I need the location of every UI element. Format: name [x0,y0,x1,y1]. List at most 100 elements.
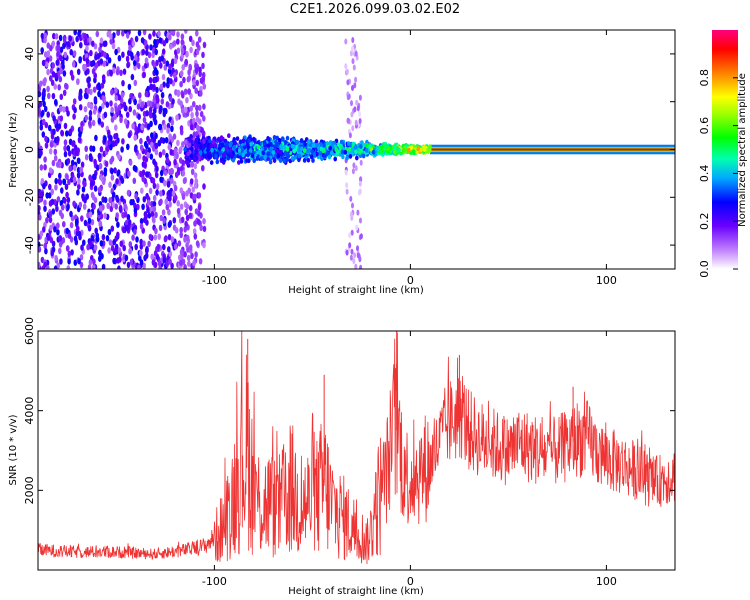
spectrogram-plot-area [38,30,675,269]
signal-cell [208,153,213,159]
noise-cell [192,79,196,86]
noise-cell [81,186,86,193]
noise-cell [190,111,194,119]
noise-cell [164,137,169,144]
noise-cell [61,237,66,244]
noise-cell [151,259,156,266]
signal-cell [275,148,279,154]
noise-cell [139,259,144,266]
noise-cell [56,161,60,168]
noise-cell [58,247,62,255]
noise-cell [195,79,200,87]
noise-cell [94,227,98,234]
signal-cell [271,150,276,156]
noise-cell [60,187,64,194]
noise-cell [169,43,173,50]
noise-cell [109,69,113,77]
noise-cell [179,70,184,77]
noise-cell [133,134,137,141]
noise-cell [131,234,135,241]
noise-cell [43,242,47,250]
noise-cell [161,149,166,156]
noise-cell [130,73,135,81]
noise-cell [147,212,152,219]
signal-cell [358,150,362,155]
noise-cell [140,37,145,44]
signal-cell [202,139,206,144]
noise-cell [198,104,202,112]
noise-cell [53,226,57,233]
noise-cell [86,87,91,95]
noise-cell [66,196,71,204]
signal-cell [198,150,203,156]
signal-cell [302,158,307,163]
noise-cell [146,199,151,206]
noise-cell [193,233,198,240]
noise-cell [169,30,174,36]
noise-cell [99,37,104,44]
noise-cell [39,164,44,171]
noise-cell [39,80,43,87]
noise-cell [121,51,125,58]
noise-cell [150,132,154,139]
signal-band-core [430,148,675,151]
noise-stripe-cell [351,85,354,91]
noise-cell [156,102,160,110]
signal-cell [311,143,316,148]
noise-cell [199,110,204,118]
noise-cell [165,60,170,67]
noise-cell [154,48,158,56]
signal-cell [325,141,329,146]
signal-cell [307,139,311,145]
noise-cell [162,243,166,251]
noise-cell [52,32,56,40]
noise-cell [128,44,132,52]
signal-cell [229,140,233,146]
signal-cell [272,158,277,164]
noise-cell [181,92,185,99]
noise-cell [176,31,180,38]
signal-cell [278,158,283,164]
signal-cell [261,150,266,156]
noise-cell [168,201,172,208]
signal-cell [256,144,261,150]
noise-cell [201,71,206,79]
noise-cell [51,71,56,78]
noise-cell [134,193,138,200]
signal-cell [190,146,194,152]
noise-cell [70,249,74,256]
noise-cell [154,142,159,150]
noise-cell [145,171,149,178]
noise-cell [95,30,100,38]
noise-cell [71,140,75,147]
signal-cell [292,148,297,154]
noise-stripe-cell [353,82,357,89]
noise-cell [173,148,178,155]
noise-cell [46,111,50,118]
noise-cell [73,30,77,36]
signal-cell [279,144,283,149]
noise-cell [194,251,198,258]
noise-cell [78,201,83,209]
noise-cell [146,123,151,130]
signal-cell [285,146,290,152]
noise-cell [53,83,57,90]
noise-cell [104,160,109,168]
spectrogram-y-label: Frequency (Hz) [8,112,19,188]
noise-cell [42,87,46,95]
noise-cell [195,30,199,37]
signal-cell [266,143,271,149]
noise-cell [66,204,70,211]
noise-stripe-cell [359,233,363,240]
noise-cell [50,133,55,140]
colorbar-gradient [712,30,738,269]
signal-cell [306,157,311,163]
noise-cell [199,90,203,97]
noise-cell [193,162,198,170]
noise-cell [101,74,106,81]
noise-stripe-cell [352,64,356,71]
signal-cell [353,144,358,150]
signal-cell [285,135,290,141]
noise-cell [162,217,166,224]
noise-stripe-cell [349,254,353,261]
